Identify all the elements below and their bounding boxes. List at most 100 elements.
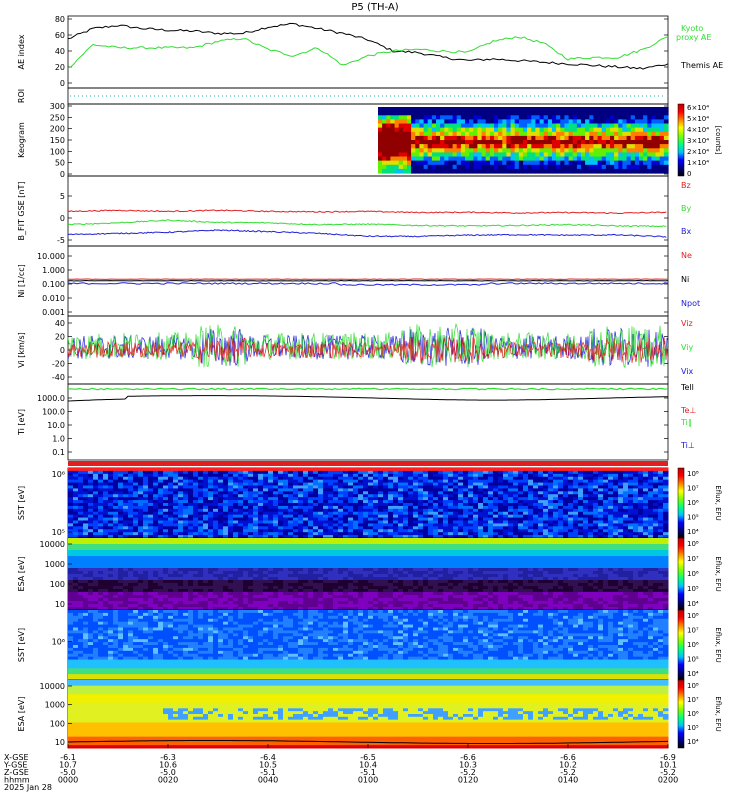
sst_elec-ylabel: SST [eV] <box>17 628 26 662</box>
sst_elec-colorbar-label: Eflux, EFU <box>714 627 722 662</box>
keogram-colorbar-tick: 1×10⁴ <box>687 159 709 167</box>
keogram-tick-label: 100 <box>50 147 65 156</box>
velocity-tick-label: 0 <box>60 346 65 355</box>
bfield-tick-label: -5 <box>57 236 65 245</box>
xaxis-tick-label: 0200 <box>658 776 678 785</box>
xaxis-tick-label: -5.0 <box>60 768 76 777</box>
esa_elec-tick-label: 10 <box>55 738 65 747</box>
xaxis-tick-label: 10.1 <box>659 761 677 770</box>
xaxis-tick-label: -5.2 <box>660 768 676 777</box>
esa_ion-tick-label: 1000 <box>45 560 65 569</box>
velocity-legend-0: Viz <box>681 319 693 328</box>
esa_elec-colorbar-tick: 10⁶ <box>687 710 699 718</box>
density-tick-label: 10.000 <box>37 252 65 261</box>
keogram-colorbar-tick: 2×10⁴ <box>687 148 709 156</box>
xaxis-tick-label: 10.6 <box>159 761 177 770</box>
xaxis-tick-label: 10.5 <box>259 761 277 770</box>
ae-legend-themis: Themis AE <box>680 61 723 70</box>
density-series-Ni <box>67 279 669 282</box>
esa_ion-colorbar-tick: 10⁵ <box>687 585 699 593</box>
xaxis-row-label: 2025 Jan 28 <box>4 783 52 792</box>
xaxis-tick-label: 0040 <box>258 776 278 785</box>
ae-legend-proxy: proxy AE <box>676 33 711 42</box>
sst_elec-image <box>68 610 669 681</box>
keogram-tick-label: 300 <box>50 102 65 111</box>
esa_elec-colorbar-tick: 10⁷ <box>687 696 699 704</box>
ae-tick-label: 80 <box>55 15 65 24</box>
keogram-tick-label: 250 <box>50 113 65 122</box>
xaxis-tick-label: -6.6 <box>460 753 476 762</box>
bfield-series-By <box>67 219 667 228</box>
esa_elec-colorbar-tick: 10⁸ <box>687 682 699 690</box>
ae-legend-kyoto: Kyoto <box>681 24 703 33</box>
esa_ion-tick-label: 10 <box>55 600 65 609</box>
velocity-ylabel: Vi [km/s] <box>17 332 26 368</box>
velocity-tick-label: -20 <box>52 360 65 369</box>
temperature-tick-label: 10.0 <box>47 421 65 430</box>
sst_ion-image <box>68 468 669 539</box>
xaxis-tick-label: 0140 <box>558 776 578 785</box>
xaxis-tick-label: -6.4 <box>260 753 276 762</box>
esa-elec-potential-line <box>67 740 669 744</box>
xaxis-tick-label: -5.2 <box>460 768 476 777</box>
esa_elec-image <box>68 680 669 749</box>
sst_ion-colorbar-label: Eflux, EFU <box>714 485 722 520</box>
sst_elec-colorbar-tick: 10⁶ <box>687 641 699 649</box>
esa_ion-ylabel: ESA [eV] <box>17 557 26 592</box>
xaxis-tick-label: 0100 <box>358 776 378 785</box>
esa_ion-image <box>68 538 669 611</box>
keogram-colorbar-tick: 6×10⁴ <box>687 104 709 112</box>
sst_ion-colorbar-tick: 10⁶ <box>687 499 699 507</box>
sst_ion-colorbar-tick: 10⁸ <box>687 470 699 478</box>
temperature-tick-label: 1000.0 <box>37 394 65 403</box>
esa_elec-tick-label: 10000 <box>40 682 65 691</box>
xaxis-tick-label: 0000 <box>58 776 78 785</box>
temperature-c-legend-0: Ti⊥ <box>680 441 695 450</box>
velocity-series-Viy <box>67 322 669 369</box>
density-tick-label: 1.000 <box>42 266 65 275</box>
temperature-ylabel: Ti [eV] <box>17 409 26 436</box>
xaxis-row-label: X-GSE <box>4 753 29 762</box>
xaxis-tick-label: 0120 <box>458 776 478 785</box>
sst_elec-colorbar-tick: 10⁷ <box>687 627 699 635</box>
sst_ion-tick-label: 10⁵ <box>52 528 65 537</box>
density-tick-label: 0.001 <box>42 308 65 317</box>
sst_ion-colorbar-tick: 10⁷ <box>687 485 699 493</box>
bfield-series-Bz <box>67 209 667 215</box>
sst_ion-colorbar-tick: 10⁴ <box>687 528 699 536</box>
chart-title: P5 (TH-A) <box>351 2 398 13</box>
sst_ion-colorbar-tick: 10⁵ <box>687 514 699 522</box>
xaxis-tick-label: -5.2 <box>560 768 576 777</box>
velocity-legend-1: Viy <box>681 343 694 352</box>
xaxis-row-label: Y-GSE <box>3 761 27 770</box>
sst_ion-colorbar <box>677 467 685 539</box>
esa_ion-colorbar-tick: 10⁷ <box>687 555 699 563</box>
esa_elec-colorbar-tick: 10⁵ <box>687 724 699 732</box>
density-series-Npot <box>67 282 669 286</box>
ae-tick-label: 0 <box>60 79 65 88</box>
xaxis-row-label: Z-GSE <box>4 768 29 777</box>
velocity-tick-label: -40 <box>52 373 65 382</box>
esa_ion-colorbar-tick: 10⁶ <box>687 570 699 578</box>
xaxis-row-label: hhmm <box>4 776 30 785</box>
ae-tick-label: 40 <box>55 47 65 56</box>
xaxis-tick-label: -6.9 <box>660 753 676 762</box>
esa_ion-colorbar-tick: 10⁴ <box>687 600 699 608</box>
xaxis-tick-label: -6.5 <box>360 753 376 762</box>
xaxis-tick-label: -5.0 <box>160 768 176 777</box>
keogram-colorbar-tick: 5×10⁴ <box>687 115 709 123</box>
xaxis-tick-label: 10.7 <box>59 761 77 770</box>
ae-tick-label: 20 <box>55 63 65 72</box>
keogram-tick-label: 200 <box>50 125 65 134</box>
velocity-tick-label: 20 <box>55 333 65 342</box>
keogram-colorbar <box>677 103 685 177</box>
temperature-b-legend-0: Te⊥ <box>680 406 696 415</box>
xaxis-tick-label: 10.2 <box>559 761 577 770</box>
bfield-legend-2: Bx <box>681 227 691 236</box>
esa_ion-colorbar-label: Eflux, EFU <box>714 556 722 591</box>
sst_elec-colorbar <box>677 609 685 681</box>
keogram-tick-label: 50 <box>55 159 65 168</box>
temperature-b-legend-1: Ti∥ <box>680 418 692 427</box>
esa_elec-colorbar-tick: 10⁴ <box>687 738 699 746</box>
